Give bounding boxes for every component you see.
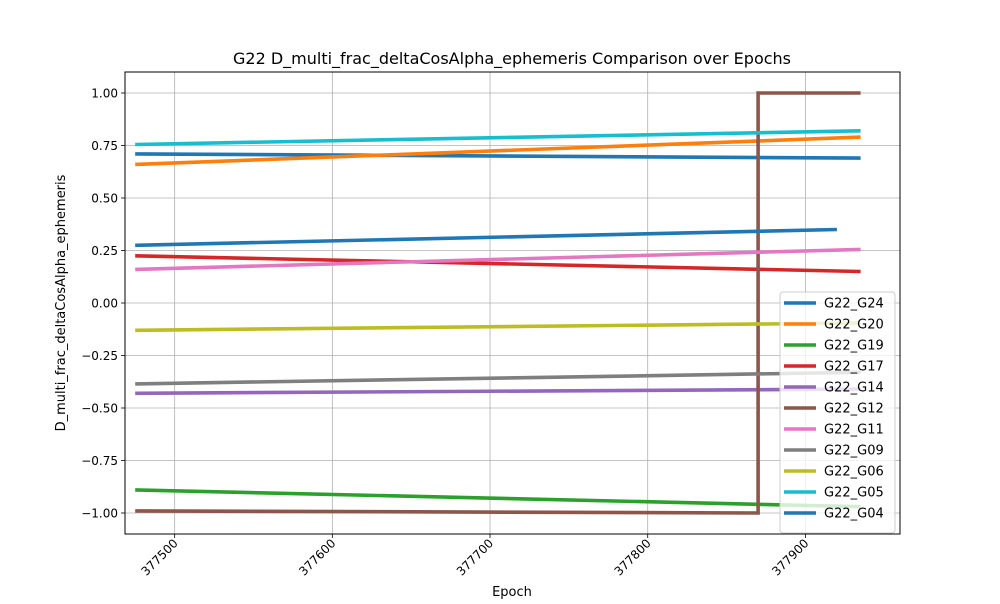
series-line-g22-g24: [135, 152, 861, 160]
series-line-g22-g17: [135, 254, 861, 274]
legend-label: G22_G19: [824, 339, 884, 354]
x-tick-label: 377600: [296, 536, 338, 578]
series-line-g22-g05: [135, 129, 861, 147]
series-line-g22-g06: [135, 321, 861, 333]
x-tick-label: 377900: [769, 536, 811, 578]
legend-label: G22_G12: [824, 402, 884, 417]
chart-title: G22 D_multi_frac_deltaCosAlpha_ephemeris…: [233, 49, 791, 69]
y-tick-label: −0.25: [81, 349, 118, 363]
y-tick-label: 0.25: [91, 244, 118, 258]
y-axis-label: D_multi_frac_deltaCosAlpha_ephemeris: [54, 174, 69, 431]
legend-label: G22_G06: [824, 465, 884, 480]
series-line-g22-g09: [135, 370, 861, 386]
legend-label: G22_G05: [824, 486, 884, 501]
y-tick-label: 0.50: [91, 192, 118, 206]
y-tick-label: −1.00: [81, 507, 118, 521]
y-tick-label: 0.00: [91, 297, 118, 311]
series-line-g22-g19: [135, 488, 861, 509]
legend-label: G22_G04: [824, 507, 884, 522]
y-tick-label: −0.75: [81, 454, 118, 468]
y-tick-label: −0.50: [81, 402, 118, 416]
series-line-g22-g12: [135, 91, 861, 515]
series-line-g22-g14: [135, 387, 861, 396]
x-axis-ticks: 377500 377600 377700 377800 377900: [138, 534, 812, 579]
x-tick-label: 377800: [612, 536, 654, 578]
x-tick-label: 377700: [454, 536, 496, 578]
series-line-g22-g04: [135, 227, 837, 248]
legend-label: G22_G09: [824, 444, 884, 459]
legend: G22_G24 G22_G20 G22_G19 G22_G17 G22_G14 G22_G…: [779, 291, 896, 534]
series-line-g22-g11: [135, 247, 861, 272]
legend-label: G22_G17: [824, 360, 884, 375]
x-axis-label: Epoch: [492, 585, 532, 600]
legend-label: G22_G14: [824, 381, 884, 396]
legend-label: G22_G24: [824, 297, 884, 312]
series-lines: [135, 91, 861, 515]
series-line-g22-g20: [135, 135, 861, 167]
x-tick-label: 377500: [138, 536, 180, 578]
y-axis-ticks: 1.00 0.75 0.50 0.25 0.00 −0.25 −0.50 −0.75 −1.00: [81, 87, 125, 521]
legend-label: G22_G11: [824, 423, 884, 438]
y-tick-label: 1.00: [91, 87, 118, 101]
legend-label: G22_G20: [824, 318, 884, 333]
y-tick-label: 0.75: [91, 139, 118, 153]
